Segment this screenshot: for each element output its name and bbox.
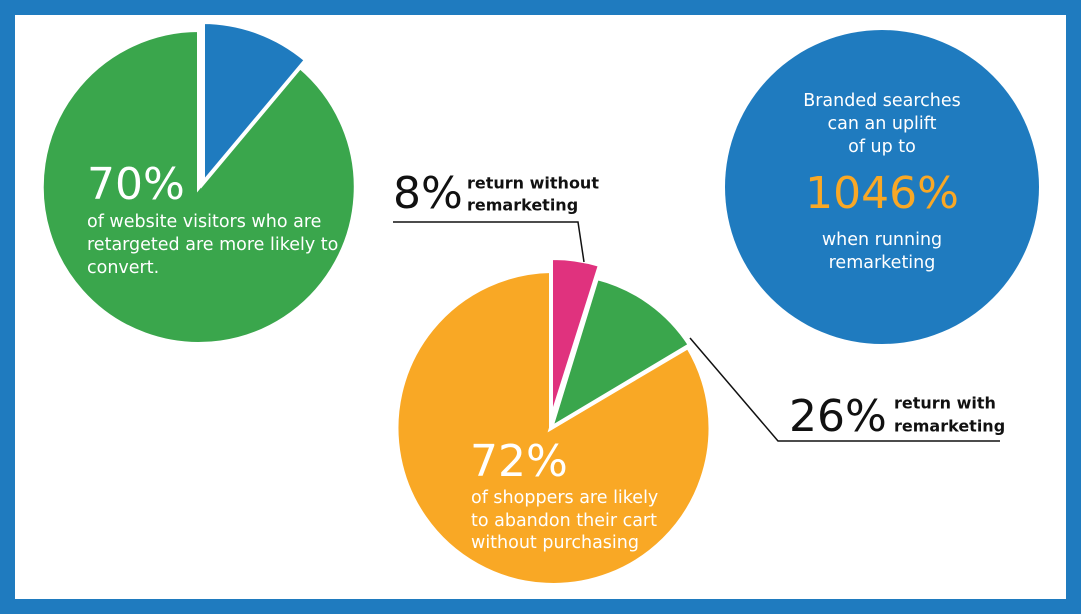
pie-slice	[201, 19, 309, 189]
stat-text: Branded searches	[803, 91, 961, 111]
stat-text: can an uplift	[827, 114, 936, 134]
stat-text: convert.	[87, 258, 159, 278]
leader-line	[689, 337, 1000, 442]
callout-text: remarketing	[894, 417, 1005, 436]
stat-text: retargeted are more likely to	[87, 235, 338, 255]
callout-text: return with	[894, 394, 996, 413]
leader-line	[393, 221, 585, 263]
stat-percent: 1046%	[805, 168, 959, 219]
stat-text: without purchasing	[471, 533, 639, 553]
stat-text: remarketing	[829, 253, 936, 273]
stat-percent: 70%	[87, 159, 185, 210]
callout-percent: 8%	[393, 168, 463, 219]
stat-text: to abandon their cart	[471, 511, 657, 531]
stat-text: when running	[822, 230, 942, 250]
callout-text: return without	[467, 174, 599, 193]
callout-percent: 26%	[789, 391, 887, 442]
stat-circle	[725, 30, 1039, 344]
stat-text: of website visitors who are	[87, 212, 321, 232]
pie-slice	[549, 255, 603, 421]
center-pie	[394, 255, 713, 587]
stat-text: of up to	[848, 137, 916, 157]
stat-text: of shoppers are likely	[471, 488, 658, 508]
left-pie	[39, 19, 358, 346]
pie-slice	[39, 27, 358, 346]
stat-percent: 72%	[470, 436, 568, 487]
callout-text: remarketing	[467, 196, 578, 215]
